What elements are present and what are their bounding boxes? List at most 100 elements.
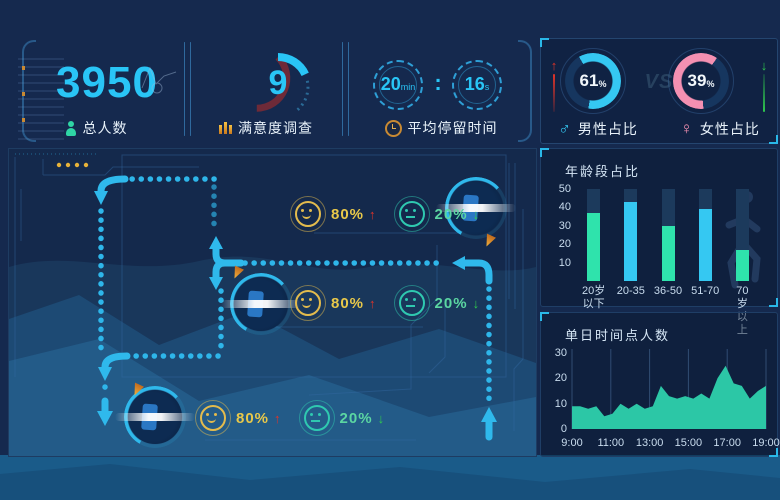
age-y-tick-label: 50: [558, 183, 571, 195]
neutral-face-icon: [393, 285, 430, 321]
age-category-label: 20岁 以下: [581, 285, 606, 310]
time-y-tick-label: 0: [560, 423, 567, 435]
female-trend-line: [763, 74, 765, 112]
time-chart-y-axis: 0 10 20 30: [545, 347, 567, 435]
person-icon: [65, 120, 77, 136]
neutral-percent: 20%: [434, 205, 468, 223]
flow-node: [221, 277, 301, 331]
up-arrow-icon: ↑: [369, 206, 376, 222]
duration-label-row: 平均停留时间: [348, 118, 534, 138]
age-category-label: 51-70: [691, 285, 720, 297]
male-ratio-unit: %: [598, 79, 607, 89]
hand-cursor-sketch: [141, 66, 177, 94]
female-trend-indicator: ↓: [757, 59, 771, 112]
age-chart-title: 年龄段占比: [565, 164, 641, 179]
total-count-label: 总人数: [82, 120, 128, 136]
node-light-streak: [115, 413, 195, 421]
time-chart-x-axis: 9:00 11:00 13:00 15:00 17:00 19:00: [561, 437, 779, 451]
happy-percent: 80%: [236, 409, 270, 427]
male-label: 男性占比: [577, 121, 638, 137]
happy-percent: 80%: [331, 205, 365, 223]
satisfaction-label: 满意度调查: [238, 120, 313, 136]
age-chart-y-axis: 10 20 30 40 50: [545, 183, 571, 281]
duration-minutes-ring: 20 min: [373, 60, 423, 110]
panel-age-chart: 年龄段占比 10 20 30 40 50 20岁 以下 20-35 36-50 51-70 70…: [540, 148, 778, 336]
time-y-tick-label: 30: [554, 347, 567, 359]
up-arrow-icon: ↑: [274, 410, 281, 426]
satisfaction-row: 80% ↑ 20% ↓: [290, 196, 479, 232]
time-chart-plot: [571, 349, 767, 429]
duration-separator: :: [434, 70, 442, 95]
neutral-face-icon: [393, 196, 430, 232]
duration-seconds-ring: 16 s: [452, 60, 502, 110]
age-category-label: 20-35: [616, 285, 645, 297]
satisfaction-gauge: [256, 52, 310, 113]
time-x-tick-label: 15:00: [674, 437, 703, 449]
card-bracket-left: [22, 40, 36, 142]
age-y-tick-label: 30: [558, 219, 571, 232]
male-label-row: ♂ 男性占比: [543, 119, 653, 139]
age-bar: [698, 209, 712, 281]
satisfaction-label-row: 满意度调查: [190, 118, 342, 138]
bottom-wave-decoration: [0, 442, 780, 500]
age-y-tick-label: 20: [558, 238, 571, 251]
time-x-tick-label: 9:00: [561, 437, 583, 449]
code-decoration: [18, 58, 64, 146]
satisfaction-row: 80% ↑ 20% ↓: [290, 285, 479, 321]
duration-seconds-unit: s: [484, 82, 490, 92]
up-arrow-icon: ↑: [369, 295, 376, 311]
age-category-label: 70岁 以上: [736, 285, 749, 336]
age-y-tick-label: 40: [558, 201, 571, 214]
female-symbol-icon: ♀: [680, 119, 694, 138]
down-arrow-icon: ↓: [472, 295, 480, 311]
node-light-streak: [221, 300, 301, 308]
flow-paths-svg: [14, 153, 524, 441]
card-duration: 20 min : 16 s 平均停留时间: [348, 36, 534, 142]
neutral-percent: 20%: [339, 409, 373, 427]
flow-node: [436, 181, 516, 235]
happy-face-icon: [195, 400, 231, 436]
card-satisfaction: 9 满意度调查: [190, 36, 342, 142]
time-y-tick-label: 10: [554, 397, 567, 410]
card-gender: ↑ 61% VS 39% ↓ ♂ 男性占比 ♀ 女性占比: [540, 38, 778, 144]
time-x-tick-label: 11:00: [597, 437, 625, 449]
male-ratio-value: 61: [579, 71, 599, 90]
corner-decoration: [769, 135, 778, 144]
card-divider: [342, 42, 349, 136]
age-chart-x-axis: 20岁 以下 20-35 36-50 51-70 70岁 以上: [575, 285, 761, 336]
age-bar: [661, 225, 675, 281]
time-area-series: [572, 365, 766, 429]
card-divider: [184, 42, 191, 136]
age-bar: [735, 249, 749, 281]
down-arrow-icon: ↓: [377, 410, 385, 426]
male-ring: [565, 53, 621, 109]
duration-label: 平均停留时间: [407, 120, 498, 136]
male-trend-indicator: ↑: [547, 59, 561, 112]
time-chart-title: 单日时间点人数: [565, 328, 671, 343]
female-ratio-donut: 39%: [668, 48, 734, 114]
vs-label: VS: [644, 71, 674, 93]
age-category-label: 36-50: [653, 285, 683, 297]
total-count-value: 3950: [56, 58, 158, 107]
duration-minutes-value: 20: [380, 74, 401, 94]
flow-node: [115, 390, 195, 444]
female-label: 女性占比: [699, 121, 760, 137]
flow-arrows: [97, 175, 493, 441]
frame-decoration: [14, 154, 524, 441]
satisfaction-row: 80% ↑ 20% ↓: [195, 400, 384, 436]
time-x-tick-label: 19:00: [752, 437, 780, 449]
down-arrow-icon: ↓: [760, 58, 768, 73]
down-arrow-icon: ↓: [472, 206, 480, 222]
age-bar: [624, 201, 638, 281]
flow-map-panel: 80% ↑ 20% ↓ 80% ↑ 20% ↓ 80% ↑ 20% ↓: [8, 148, 537, 457]
happy-face-icon: [290, 196, 326, 232]
corner-decoration: [540, 148, 549, 157]
corner-decoration: [769, 298, 778, 307]
male-trend-line: [553, 74, 555, 112]
age-bar: [587, 212, 601, 281]
card-bracket-right: [518, 40, 532, 142]
male-symbol-icon: ♂: [558, 119, 572, 138]
age-y-tick-label: 10: [558, 256, 571, 269]
corner-decoration: [540, 38, 549, 47]
